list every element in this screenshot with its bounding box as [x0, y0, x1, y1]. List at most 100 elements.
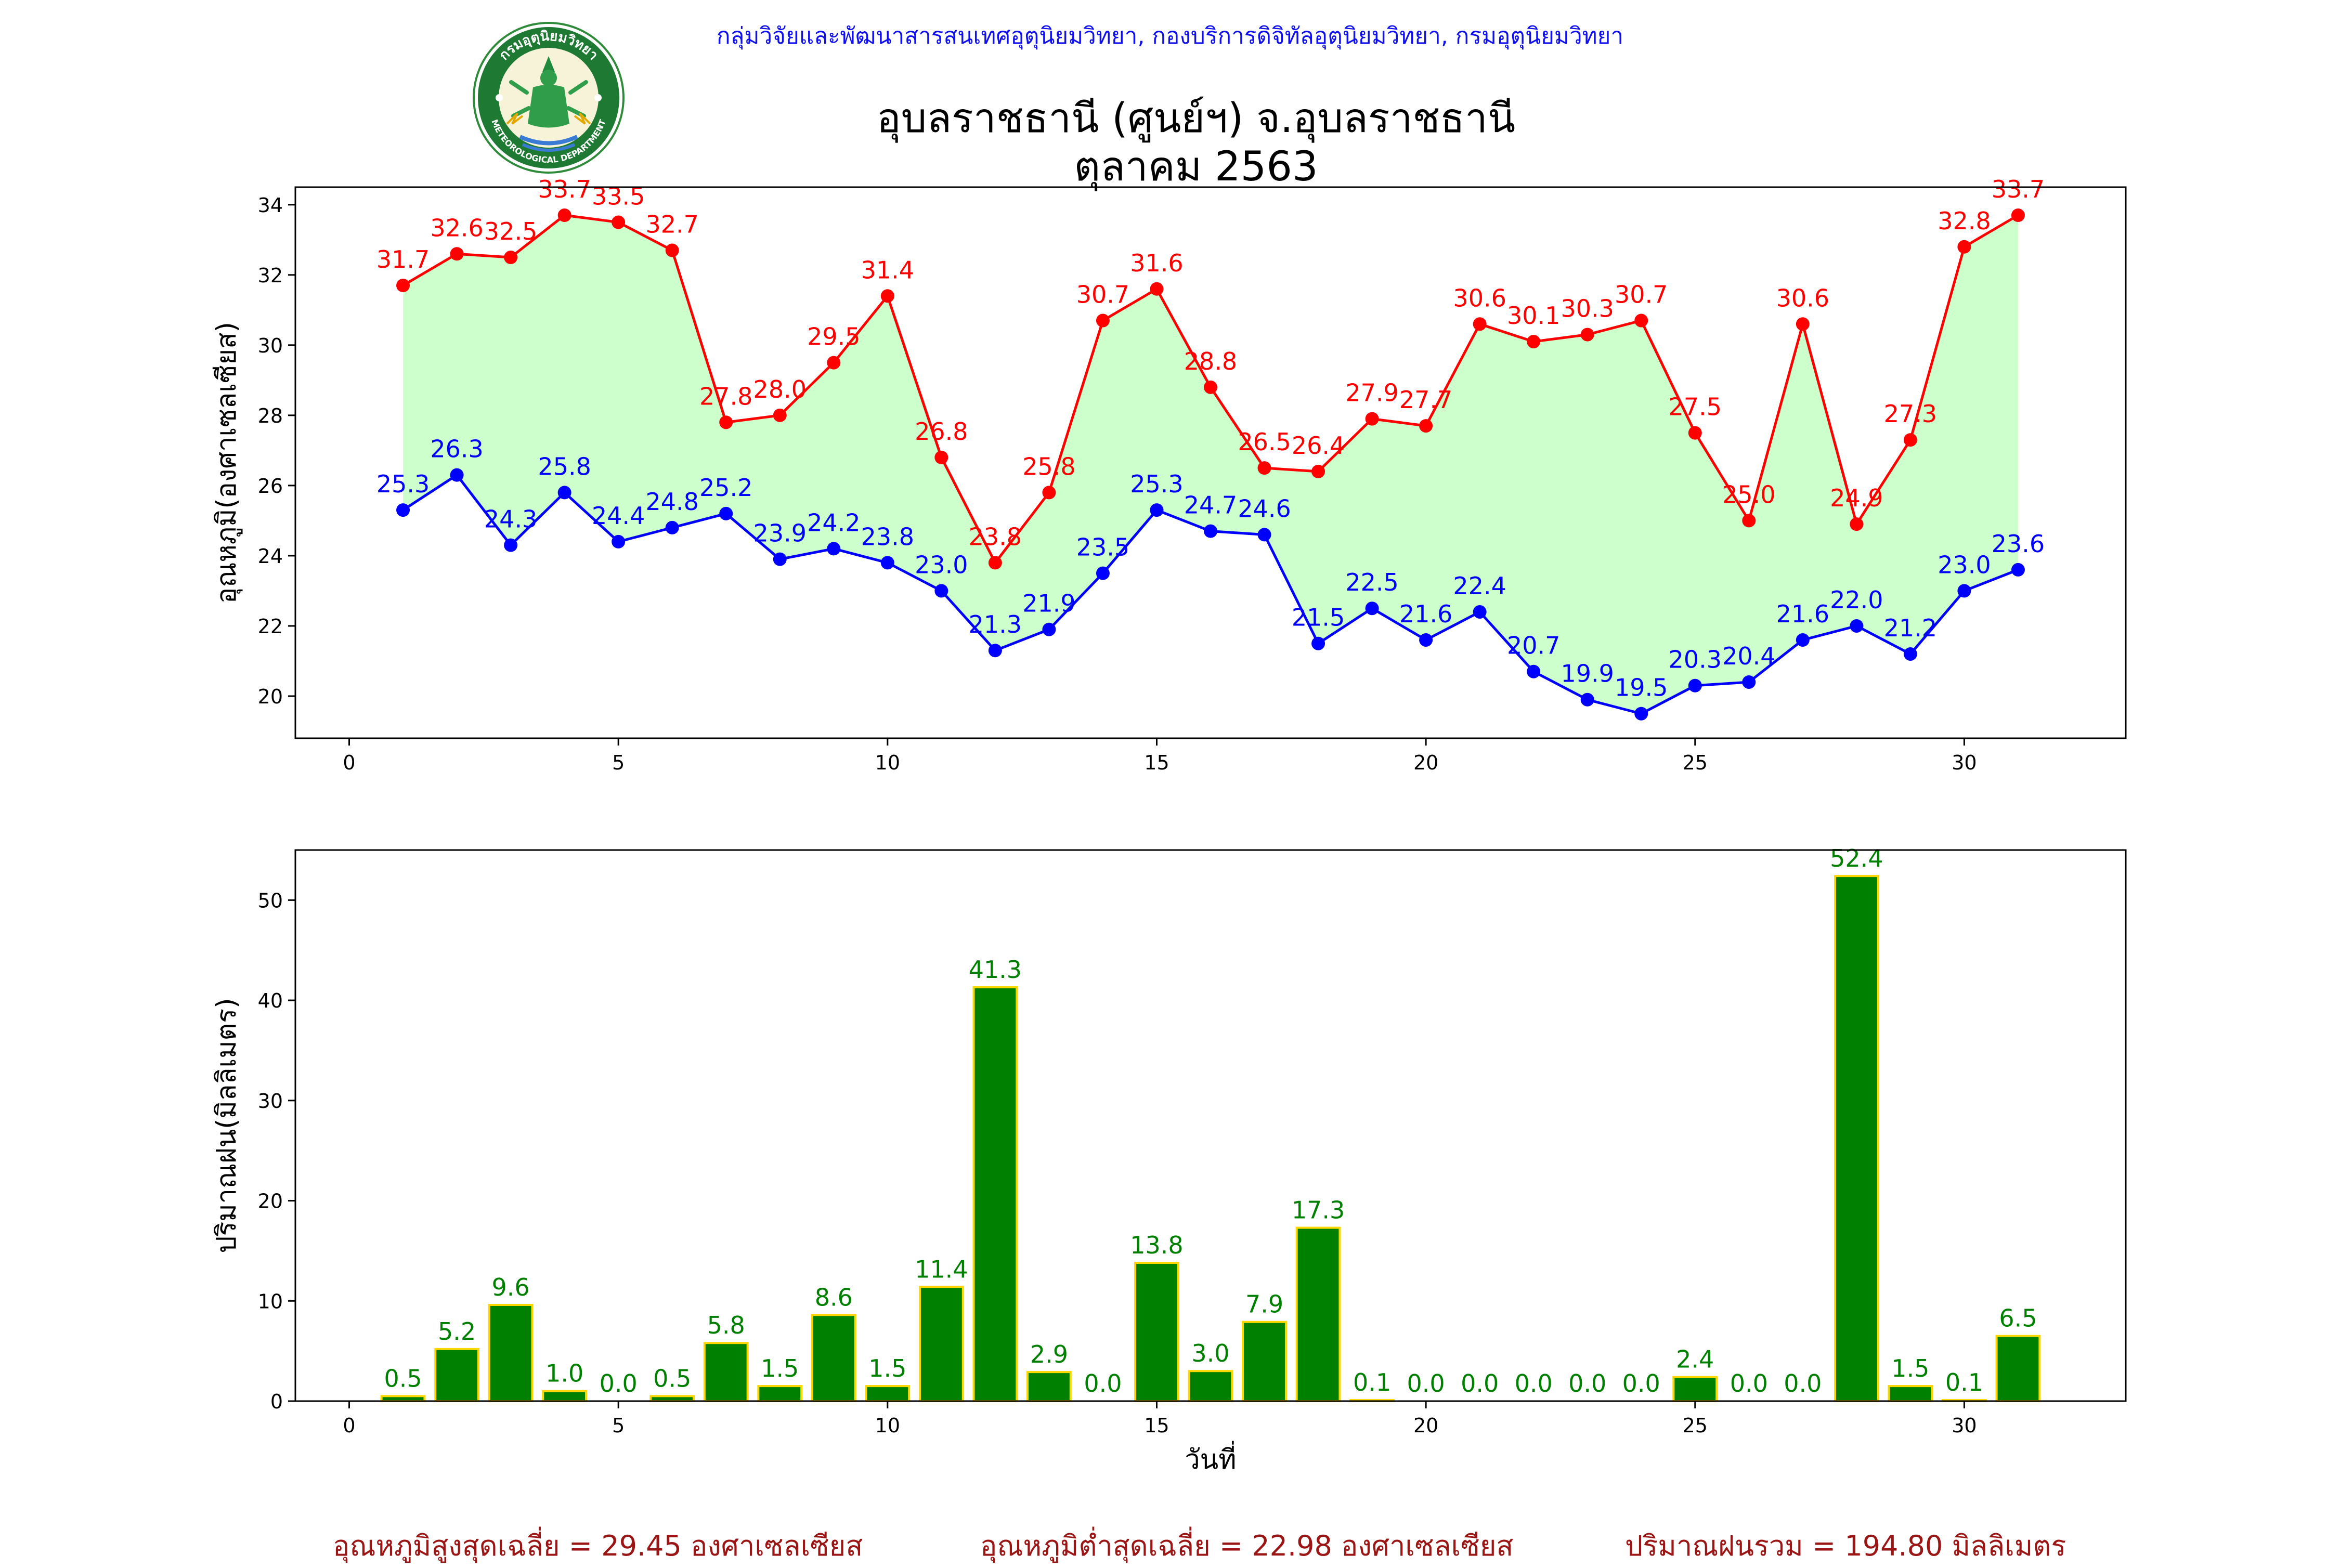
rain-data-label: 11.4 [915, 1255, 968, 1283]
temp-min-points: 25.326.324.325.824.424.825.223.9 24.223.8… [376, 435, 2045, 721]
temp-max-point [827, 356, 841, 370]
temp-min-data-label: 22.5 [1345, 568, 1398, 596]
temp-min-point [988, 644, 1002, 658]
temp-min-point [1527, 664, 1541, 678]
rain-data-label: 0.1 [1945, 1368, 1983, 1396]
rain-y-tick-label: 20 [258, 1190, 283, 1213]
rain-bar [434, 1348, 479, 1402]
temp-max-data-label: 33.7 [538, 175, 591, 203]
temp-min-point [719, 506, 733, 520]
rain-bar [865, 1385, 911, 1402]
rain-bar [1026, 1371, 1072, 1403]
temp-max-point [665, 243, 679, 257]
temp-max-data-label: 27.8 [699, 382, 752, 410]
temp-min-point [1580, 692, 1594, 707]
temp-max-point [1311, 464, 1325, 478]
temp-min-point [1311, 636, 1325, 650]
rain-data-label: 0.1 [1353, 1368, 1391, 1396]
temp-max-data-label: 23.8 [969, 522, 1022, 551]
temp-max-data-label: 32.8 [1938, 207, 1991, 235]
rain-bar [972, 986, 1018, 1402]
temp-min-data-label: 21.9 [1022, 590, 1075, 618]
temp-max-data-label: 30.7 [1076, 281, 1129, 309]
rain-y-tick-label: 50 [258, 889, 283, 912]
rain-y-axis-label: ปริมาณฝน(มิลลิเมตร) [211, 998, 242, 1253]
temp-max-point [1257, 461, 1271, 475]
temp-min-data-label: 23.0 [915, 551, 968, 579]
rain-bar [1134, 1262, 1179, 1402]
temp-max-data-label: 29.5 [807, 323, 860, 351]
temp-max-point [880, 289, 894, 303]
rain-x-tick-label: 0 [343, 1414, 355, 1437]
rain-bar [1834, 875, 1879, 1403]
temp-max-point [1634, 313, 1648, 328]
temp-max-data-label: 24.9 [1830, 484, 1883, 512]
rain-data-label: 1.5 [761, 1354, 799, 1382]
temp-y-tick-label: 26 [258, 475, 283, 498]
rain-x-tick-label: 30 [1952, 1414, 1977, 1437]
temp-min-data-label: 24.6 [1238, 494, 1291, 522]
temp-min-data-label: 23.5 [1076, 533, 1129, 561]
rain-data-label: 6.5 [1999, 1304, 2037, 1332]
temp-x-tick-label: 25 [1683, 751, 1708, 774]
rain-y-tick-label: 30 [258, 1090, 283, 1113]
temp-max-data-label: 33.7 [1992, 175, 2045, 203]
temp-min-point [880, 556, 894, 570]
temp-min-data-label: 24.7 [1184, 491, 1237, 519]
rain-data-label: 3.0 [1191, 1339, 1229, 1367]
chart-title-month: ตุลาคม 2563 [1074, 143, 1318, 190]
temp-axes: 0 5 10 15 20 25 30 20 22 24 26 28 30 32 34 อุณหภูมิ(องศ… [211, 186, 2127, 774]
temp-max-point [2011, 208, 2025, 223]
temp-max-data-label: 26.5 [1238, 428, 1291, 456]
temp-max-point [557, 208, 571, 223]
temp-max-data-label: 30.3 [1561, 295, 1614, 323]
temp-min-data-label: 19.5 [1615, 674, 1668, 702]
header-credit: กลุ่มวิจัยและพัฒนาสารสนเทศอุตุนิยมวิทยา,… [716, 23, 1624, 49]
rain-data-label: 13.8 [1130, 1231, 1183, 1259]
rain-bar [1995, 1335, 2041, 1403]
temp-max-points: 31.732.6 32.533.7 33.532.727.8 28.029.531.4… [376, 175, 2045, 570]
temp-max-point [988, 556, 1002, 570]
temp-min-data-label: 21.2 [1884, 614, 1937, 642]
temp-max-data-label: 30.1 [1507, 302, 1560, 330]
temp-max-data-label: 31.4 [861, 256, 914, 284]
temp-max-point [934, 450, 948, 464]
rain-x-tick-label: 5 [612, 1414, 625, 1437]
temp-y-tick-label: 24 [258, 545, 283, 568]
rain-data-label: 0.0 [600, 1369, 638, 1397]
rain-bar [1188, 1370, 1233, 1403]
temp-max-data-label: 31.7 [376, 245, 430, 273]
temp-min-data-label: 25.3 [376, 470, 430, 498]
temp-min-point [773, 552, 787, 566]
temp-min-point [557, 486, 571, 500]
temp-max-point [1365, 412, 1379, 426]
temp-min-point [1419, 633, 1433, 647]
rain-bar [1242, 1321, 1287, 1402]
rain-x-tick-label: 10 [875, 1414, 900, 1437]
temp-min-data-label: 24.8 [645, 488, 698, 516]
rain-data-label: 8.6 [815, 1283, 853, 1311]
temp-max-data-label: 31.6 [1130, 249, 1183, 277]
temp-min-point [2011, 563, 2025, 577]
temp-fill-between [403, 215, 2018, 714]
temp-max-data-label: 26.8 [915, 417, 968, 446]
rain-bar [1672, 1376, 1718, 1402]
rain-y-tick-label: 40 [258, 989, 283, 1012]
temp-min-data-label: 21.6 [1776, 600, 1829, 628]
rain-data-label: 2.9 [1030, 1340, 1068, 1368]
rain-frame [294, 849, 2127, 1402]
rain-bar [542, 1390, 588, 1403]
temp-min-point [504, 538, 518, 552]
temp-max-data-label: 27.9 [1345, 379, 1398, 407]
rain-x-tick-label: 15 [1144, 1414, 1169, 1437]
temp-max-point [396, 279, 410, 293]
temp-min-data-label: 23.6 [1992, 530, 2045, 558]
temp-min-point [1634, 707, 1648, 721]
temp-frame [294, 186, 2127, 739]
temp-max-point [1042, 486, 1056, 500]
temp-y-tick-label: 30 [258, 334, 283, 357]
temp-x-tick-label: 30 [1952, 751, 1977, 774]
temp-min-data-label: 20.4 [1722, 642, 1775, 670]
temp-max-data-label: 27.3 [1884, 400, 1937, 428]
climate-charts: 31.732.6 32.533.7 33.532.727.8 28.029.531.4… [211, 175, 2127, 1475]
